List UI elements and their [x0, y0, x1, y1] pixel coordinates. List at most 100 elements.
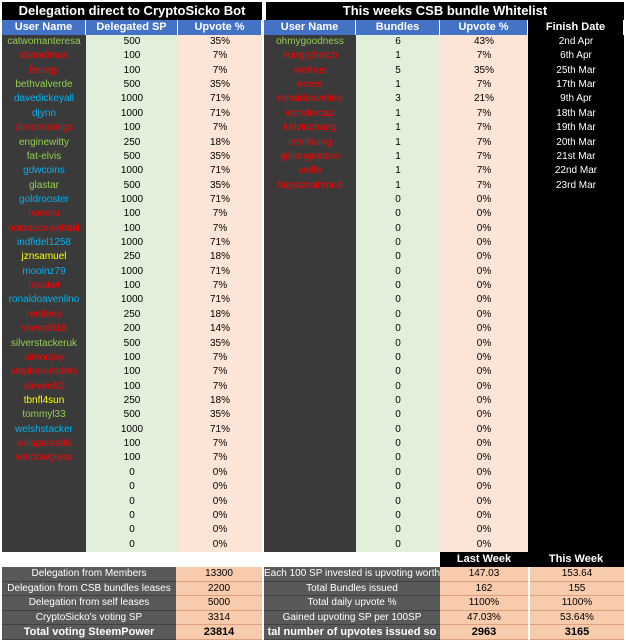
- table-row: 0 0%: [264, 495, 624, 509]
- whitelist-name: hungryhatch: [282, 50, 338, 62]
- delegated-sp-value: 100: [123, 64, 141, 76]
- delegator-name: rentless: [26, 308, 62, 320]
- delegator-name: tbnfl4sun: [23, 395, 65, 406]
- table-row: 0 0%: [264, 351, 624, 365]
- delegator-name: mooinz79: [22, 265, 66, 277]
- delegator-name: glastar: [28, 179, 59, 191]
- delegator-name: honoru: [28, 208, 60, 220]
- table-row: 0 0%: [264, 293, 624, 307]
- this-week-value: 153.64: [530, 567, 624, 582]
- table-row: 0 0%: [264, 308, 624, 322]
- upvote-pct-value: 71%: [209, 294, 230, 306]
- bundles-value: 0: [395, 208, 401, 220]
- summary-label: Delegation from CSB bundles leases: [2, 581, 176, 597]
- delegated-sp-value: 100: [123, 351, 141, 363]
- delegated-sp-value: 1000: [120, 294, 144, 306]
- delegated-sp-value: 100: [123, 280, 141, 292]
- bundles-value: 0: [395, 524, 401, 536]
- delegator-name: [2, 466, 86, 480]
- whitelist-upvote-value: 0%: [476, 237, 492, 249]
- summary-right-label: Each 100 SP invested is upvoting worth: [264, 567, 440, 582]
- table-row: 0 0%: [264, 466, 624, 480]
- table-row: seilfe 1 7% 22nd Mar: [264, 164, 624, 178]
- whitelist-upvote-value: 0%: [476, 193, 492, 205]
- last-week-value: 162: [440, 581, 528, 597]
- summary-label: Total voting SteemPower: [2, 625, 176, 640]
- whitelist-name: kelvinzhang: [283, 122, 337, 134]
- whitelist-name: faiyazmahmud: [277, 179, 343, 191]
- whitelist-upvote-value: 0%: [476, 323, 492, 335]
- bundles-value: 0: [395, 193, 401, 205]
- left-title: Delegation direct to CryptoSicko Bot: [2, 2, 262, 20]
- delegator-name: gdwcoins: [23, 165, 65, 177]
- table-row: mooinz79 1000 71%: [2, 265, 262, 279]
- table-row: 0 0%: [2, 480, 262, 494]
- whitelist-upvote-value: 0%: [476, 409, 492, 421]
- whitelist-upvote-value: 0%: [476, 509, 492, 521]
- upvote-pct-value: 7%: [212, 222, 228, 234]
- whitelist-name: [264, 408, 356, 422]
- whitelist-upvote-value: 21%: [473, 93, 494, 105]
- whitelist-name: ohmygoodness: [276, 36, 344, 47]
- delegated-sp-value: 100: [123, 366, 141, 378]
- delegated-sp-value: 100: [123, 222, 141, 234]
- whitelist-name: [264, 509, 356, 523]
- finish-date-value: 20th Mar: [556, 136, 596, 148]
- bundles-value: 0: [395, 308, 401, 320]
- whitelist-name: [264, 322, 356, 336]
- bundles-value: 0: [395, 538, 401, 550]
- bundles-value: 3: [395, 93, 401, 105]
- table-row: 0 0%: [2, 509, 262, 523]
- table-row: 0 0%: [264, 538, 624, 552]
- upvote-pct-value: 14%: [209, 323, 230, 335]
- upvote-pct-value: 71%: [209, 423, 230, 435]
- bundles-value: 1: [395, 79, 401, 91]
- table-row: methus 5 35% 25th Mar: [264, 64, 624, 78]
- bundles-value: 1: [395, 150, 401, 162]
- whitelist-upvote-value: 0%: [476, 438, 492, 450]
- table-row: bethvalverde 500 35%: [2, 78, 262, 92]
- delegated-sp-column: [86, 35, 178, 552]
- upvote-pct-value: 35%: [209, 79, 230, 91]
- delegator-name: simonjay: [24, 351, 64, 363]
- table-row: hotsaucewehtail 100 7%: [2, 222, 262, 236]
- summary-label: Delegation from self leases: [2, 596, 176, 611]
- whitelist-upvote-value: 0%: [476, 280, 492, 292]
- finish-date-value: 18th Mar: [556, 107, 596, 119]
- table-row: ronaldoavenlino 1000 71%: [2, 293, 262, 307]
- delegator-name: bethvalverde: [15, 79, 73, 91]
- bundles-value: 1: [395, 136, 401, 148]
- whitelist-name: [264, 466, 356, 480]
- delegated-sp-value: 1000: [120, 265, 144, 277]
- delegator-name: welshstacker: [15, 423, 73, 435]
- table-row: djynn 1000 71%: [2, 107, 262, 121]
- delegated-sp-value: 100: [123, 50, 141, 62]
- whitelist-upvote-value: 0%: [476, 208, 492, 220]
- whitelist-name: ronaldoavelino: [277, 93, 343, 105]
- table-row: tommyl33 500 35%: [2, 408, 262, 422]
- header-user-name-2: User Name: [264, 20, 356, 35]
- delegator-name: jznsamuel: [21, 251, 67, 263]
- delegated-sp-value: 250: [123, 308, 141, 320]
- delegated-sp-value: 1000: [120, 193, 144, 205]
- summary-value: 5000: [176, 596, 262, 611]
- table-row: 0 0%: [264, 265, 624, 279]
- whitelist-name: [264, 308, 356, 322]
- table-row: hungryhatch 1 7% 6th Apr: [264, 49, 624, 63]
- finish-date-value: 6th Apr: [560, 50, 592, 62]
- whitelist-upvote-value: 0%: [476, 294, 492, 306]
- delegated-sp-value: 100: [123, 438, 141, 450]
- whitelist-name: [264, 480, 356, 494]
- delegated-sp-value: 500: [123, 337, 141, 349]
- whitelist-upvote-value: 7%: [476, 122, 492, 134]
- delegator-name: [2, 495, 86, 509]
- delegator-name: [2, 538, 86, 552]
- upvote-pct-value: 7%: [212, 122, 228, 134]
- upvote-pct-value: 7%: [212, 208, 228, 220]
- upvote-pct-value: 0%: [212, 538, 228, 550]
- whitelist-upvote-value: 0%: [476, 265, 492, 277]
- table-row: goldrooster 1000 71%: [2, 193, 262, 207]
- finish-date-value: 19th Mar: [556, 122, 596, 134]
- upvote-pct-value: 7%: [212, 366, 228, 378]
- bundles-value: 0: [395, 337, 401, 349]
